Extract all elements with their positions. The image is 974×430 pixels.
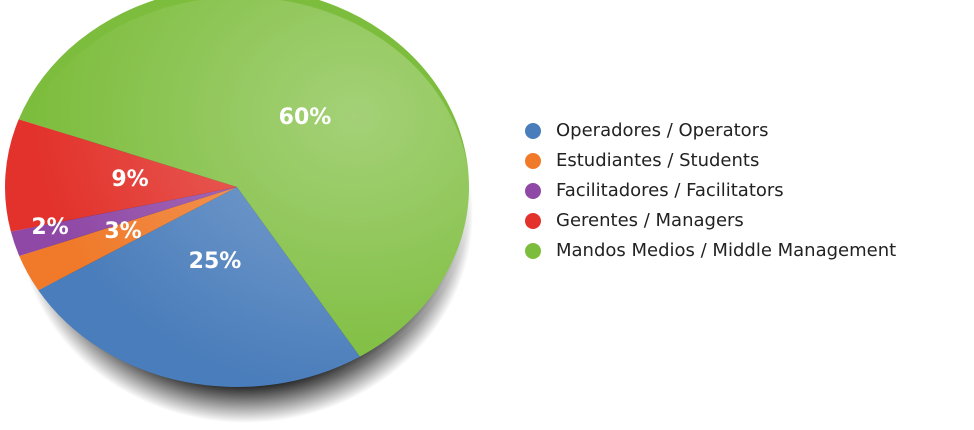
legend: Operadores / Operators Estudiantes / Stud… (525, 120, 896, 261)
pie (4, 0, 469, 387)
value-label: 2% (31, 215, 68, 240)
legend-label: Gerentes / Managers (556, 210, 744, 231)
value-label: 60% (279, 105, 332, 130)
legend-label: Facilitadores / Facilitators (556, 180, 784, 201)
legend-swatch (525, 243, 541, 259)
legend-swatch (525, 183, 541, 199)
legend-swatch (525, 153, 541, 169)
value-labels: 25% 3% 2% 9% 60% (31, 105, 331, 274)
legend-label: Estudiantes / Students (556, 150, 759, 171)
value-label: 25% (189, 249, 242, 274)
legend-label: Operadores / Operators (556, 120, 768, 141)
value-label: 9% (111, 167, 148, 192)
legend-label: Mandos Medios / Middle Management (556, 240, 896, 261)
value-label: 3% (104, 219, 141, 244)
legend-swatch (525, 123, 541, 139)
legend-swatch (525, 213, 541, 229)
